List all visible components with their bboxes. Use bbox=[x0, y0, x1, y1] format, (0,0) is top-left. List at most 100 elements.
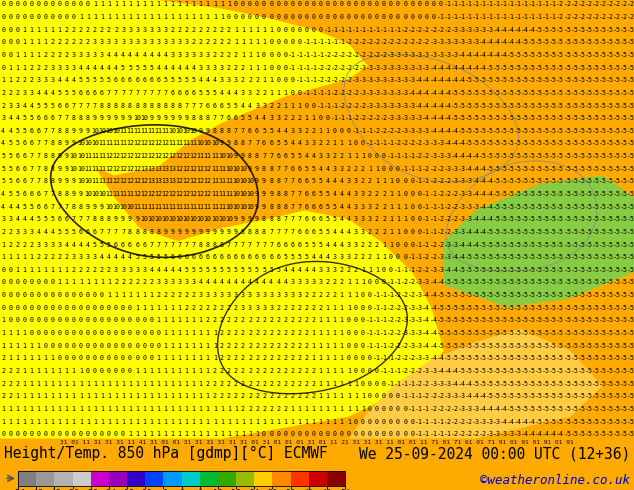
Text: -5: -5 bbox=[592, 318, 600, 323]
Text: -5: -5 bbox=[585, 292, 593, 298]
Text: -3: -3 bbox=[380, 77, 388, 83]
Text: -5: -5 bbox=[542, 166, 550, 171]
Text: 6: 6 bbox=[318, 216, 323, 222]
Text: -2: -2 bbox=[394, 305, 402, 311]
Text: 2: 2 bbox=[184, 305, 188, 311]
Text: 6: 6 bbox=[184, 90, 188, 96]
Text: 4: 4 bbox=[191, 65, 195, 71]
Text: -2: -2 bbox=[422, 381, 430, 387]
Text: -2: -2 bbox=[345, 102, 353, 108]
Text: -2: -2 bbox=[458, 431, 465, 437]
Text: 1: 1 bbox=[128, 406, 132, 412]
Text: 1: 1 bbox=[361, 267, 365, 273]
Text: 2: 2 bbox=[340, 279, 344, 286]
Text: 12: 12 bbox=[190, 153, 198, 159]
Text: -5: -5 bbox=[521, 52, 529, 58]
Text: 1: 1 bbox=[184, 431, 188, 437]
Text: 7: 7 bbox=[234, 242, 238, 247]
Text: -5: -5 bbox=[549, 355, 557, 361]
Text: -5: -5 bbox=[620, 26, 628, 33]
Text: 2: 2 bbox=[241, 406, 245, 412]
Text: 6: 6 bbox=[220, 102, 224, 108]
Text: -4: -4 bbox=[472, 216, 480, 222]
Text: 2: 2 bbox=[297, 115, 301, 121]
Text: -5: -5 bbox=[627, 90, 634, 96]
Text: -4: -4 bbox=[429, 102, 437, 108]
Text: -4: -4 bbox=[486, 39, 494, 45]
Text: 2: 2 bbox=[347, 166, 351, 171]
Text: 1: 1 bbox=[340, 406, 344, 412]
Text: -2: -2 bbox=[401, 279, 409, 286]
Text: 0: 0 bbox=[354, 1, 358, 7]
Text: -5: -5 bbox=[598, 52, 607, 58]
Text: -4: -4 bbox=[486, 52, 494, 58]
Text: 1: 1 bbox=[389, 204, 393, 210]
Text: -1: -1 bbox=[436, 418, 444, 424]
Text: 0: 0 bbox=[1, 1, 5, 7]
Text: 2: 2 bbox=[241, 77, 245, 83]
Text: -4: -4 bbox=[436, 65, 444, 71]
Text: -2: -2 bbox=[458, 418, 465, 424]
Text: 0: 0 bbox=[51, 431, 55, 437]
Text: 2: 2 bbox=[191, 26, 195, 33]
Text: -5: -5 bbox=[605, 65, 614, 71]
Text: -4: -4 bbox=[436, 115, 444, 121]
Text: -1: -1 bbox=[408, 393, 416, 399]
Text: 5: 5 bbox=[121, 65, 125, 71]
Text: 4: 4 bbox=[142, 52, 146, 58]
Text: -2: -2 bbox=[451, 204, 458, 210]
Text: 2: 2 bbox=[227, 52, 231, 58]
Text: -5: -5 bbox=[598, 115, 607, 121]
Text: 2: 2 bbox=[375, 216, 379, 222]
Text: -5: -5 bbox=[592, 229, 600, 235]
Text: -5: -5 bbox=[486, 305, 494, 311]
Text: 1: 1 bbox=[51, 267, 55, 273]
Text: 0: 0 bbox=[361, 343, 365, 349]
Text: 6: 6 bbox=[205, 254, 210, 260]
Text: 4: 4 bbox=[227, 279, 231, 286]
Text: -5: -5 bbox=[486, 90, 494, 96]
Text: 2: 2 bbox=[58, 39, 61, 45]
Text: 1: 1 bbox=[8, 65, 12, 71]
Text: 12: 12 bbox=[154, 153, 162, 159]
Text: 1: 1 bbox=[79, 368, 83, 374]
Text: 7: 7 bbox=[283, 216, 287, 222]
Text: -5: -5 bbox=[500, 216, 508, 222]
Text: -5: -5 bbox=[598, 292, 607, 298]
Text: -1: -1 bbox=[401, 381, 409, 387]
Text: -2: -2 bbox=[401, 343, 409, 349]
Text: -1: -1 bbox=[380, 318, 388, 323]
Text: -5: -5 bbox=[578, 115, 585, 121]
Text: -5: -5 bbox=[472, 77, 480, 83]
Text: 1: 1 bbox=[171, 368, 174, 374]
Text: -5: -5 bbox=[612, 102, 621, 108]
Text: 11: 11 bbox=[225, 178, 233, 184]
Text: 3: 3 bbox=[283, 292, 287, 298]
Text: -5: -5 bbox=[585, 52, 593, 58]
Text: 0: 0 bbox=[51, 343, 55, 349]
Text: 1: 1 bbox=[58, 26, 61, 33]
Text: 3: 3 bbox=[93, 52, 97, 58]
Text: 7: 7 bbox=[86, 216, 90, 222]
Text: -2: -2 bbox=[330, 52, 339, 58]
Text: 6: 6 bbox=[121, 242, 125, 247]
Text: -3: -3 bbox=[387, 52, 395, 58]
Text: 12: 12 bbox=[176, 178, 183, 184]
Text: 5: 5 bbox=[248, 267, 252, 273]
Text: 3: 3 bbox=[241, 90, 245, 96]
Text: 0: 0 bbox=[114, 343, 118, 349]
Text: -5: -5 bbox=[585, 141, 593, 147]
Text: -3: -3 bbox=[401, 330, 409, 336]
Text: 0: 0 bbox=[142, 318, 146, 323]
Text: -5: -5 bbox=[578, 102, 585, 108]
Text: -5: -5 bbox=[436, 343, 444, 349]
Text: 1: 1 bbox=[333, 343, 337, 349]
Text: -3: -3 bbox=[415, 330, 424, 336]
Text: -4: -4 bbox=[429, 128, 437, 134]
Text: 2: 2 bbox=[86, 267, 90, 273]
Text: 0: 0 bbox=[361, 355, 365, 361]
Text: 3: 3 bbox=[297, 292, 301, 298]
Text: 3: 3 bbox=[178, 279, 181, 286]
Text: 0: 0 bbox=[403, 14, 407, 20]
Text: 1: 1 bbox=[248, 26, 252, 33]
